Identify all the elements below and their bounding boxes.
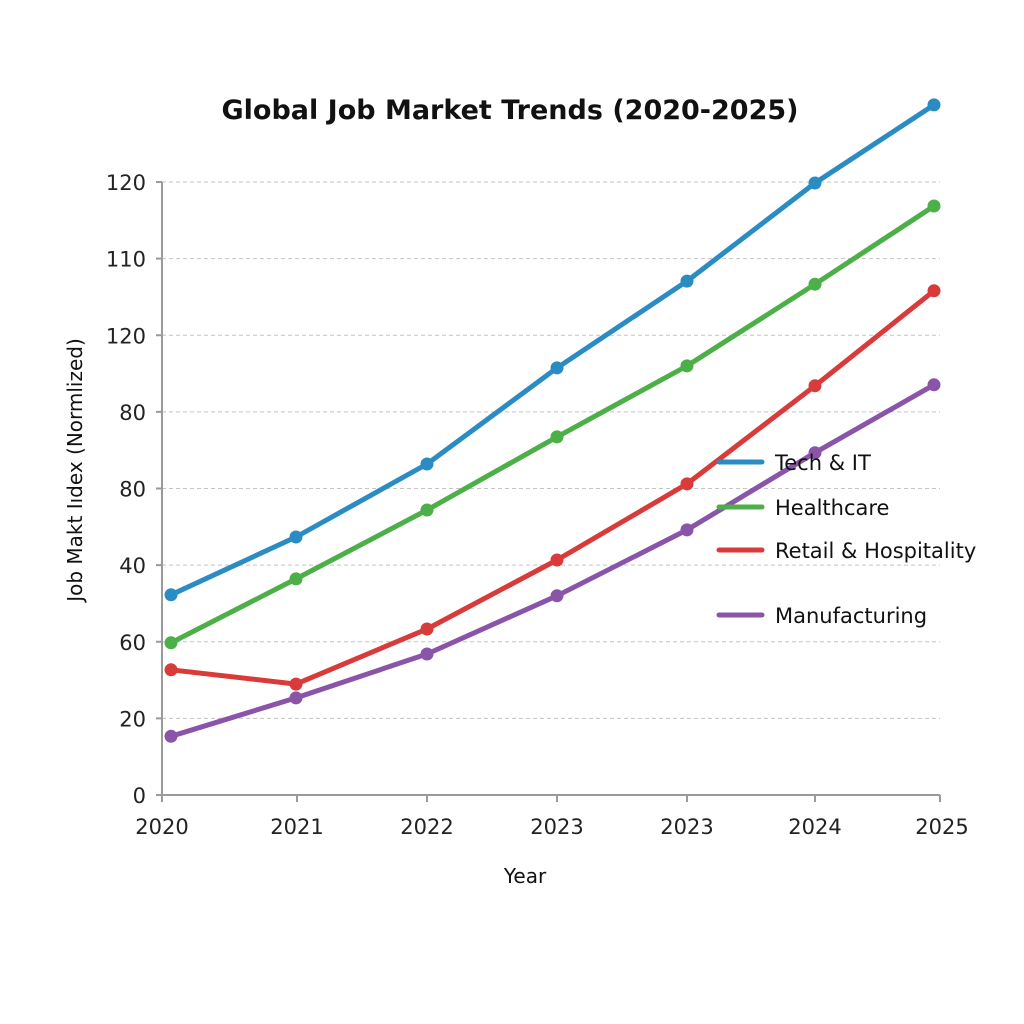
data-point	[927, 284, 941, 298]
x-tick-label: 2023	[660, 815, 713, 839]
legend-item: Manufacturing	[716, 604, 927, 628]
y-tick-label: 40	[119, 554, 146, 578]
data-point	[289, 530, 303, 544]
x-tick-label: 2022	[400, 815, 453, 839]
data-point	[550, 553, 564, 567]
chart-title: Global Job Market Trends (2020-2025)	[221, 95, 798, 126]
data-point	[680, 523, 694, 537]
y-tick-label: 120	[106, 324, 146, 348]
legend-label: Manufacturing	[775, 604, 927, 628]
data-point	[420, 622, 434, 636]
y-tick-label: 60	[119, 631, 146, 655]
x-tick-label: 2020	[135, 815, 188, 839]
series-tech-it	[164, 98, 941, 602]
y-tick-label: 80	[119, 478, 146, 502]
x-tick-label: 2021	[270, 815, 323, 839]
legend-item: Healthcare	[716, 496, 889, 520]
data-point	[550, 589, 564, 603]
y-tick-label: 120	[106, 171, 146, 195]
y-tick-label: 0	[133, 784, 146, 808]
data-point	[289, 691, 303, 705]
data-point	[164, 729, 178, 743]
y-tick-label: 110	[106, 248, 146, 272]
y-tick-labels: 0 20 60 40 80 80 120 110 120	[106, 171, 146, 808]
data-point	[808, 446, 822, 460]
legend-label: Tech & IT	[774, 451, 871, 475]
y-axis-label: Job Makt Iıdex (Normlized)	[63, 338, 87, 604]
x-tick-labels: 2020 2021 2022 2023 2023 2024 2025	[135, 795, 969, 839]
data-point	[164, 636, 178, 650]
series-manufacturing	[164, 378, 941, 743]
data-point	[808, 379, 822, 393]
data-point	[550, 430, 564, 444]
series-healthcare	[164, 199, 941, 650]
data-point	[927, 378, 941, 392]
data-point	[289, 572, 303, 586]
x-tick-label: 2024	[788, 815, 841, 839]
series-group	[164, 98, 941, 743]
data-point	[808, 277, 822, 291]
series-line	[168, 203, 937, 646]
data-point	[420, 457, 434, 471]
legend-item: Tech & IT	[716, 451, 871, 475]
data-point	[680, 477, 694, 491]
y-tick-label: 80	[119, 401, 146, 425]
data-point	[164, 663, 178, 677]
legend-label: Retail & Hospitality	[775, 539, 976, 563]
data-point	[289, 677, 303, 691]
legend-label: Healthcare	[775, 496, 889, 520]
legend-item: Retail & Hospitality	[716, 539, 976, 563]
data-point	[680, 359, 694, 373]
data-point	[808, 176, 822, 190]
axes	[156, 182, 940, 796]
legend: Tech & IT Healthcare Retail & Hospitality M…	[716, 451, 976, 628]
data-point	[164, 588, 178, 602]
data-point	[420, 647, 434, 661]
data-point	[927, 199, 941, 213]
y-tick-label: 20	[119, 707, 146, 731]
data-point	[550, 361, 564, 375]
data-point	[420, 503, 434, 517]
series-retail-hospitality	[164, 284, 941, 691]
data-point	[927, 98, 941, 112]
data-point	[680, 274, 694, 288]
x-tick-label: 2023	[530, 815, 583, 839]
x-axis-label: Year	[503, 864, 547, 888]
x-tick-label: 2025	[915, 815, 968, 839]
